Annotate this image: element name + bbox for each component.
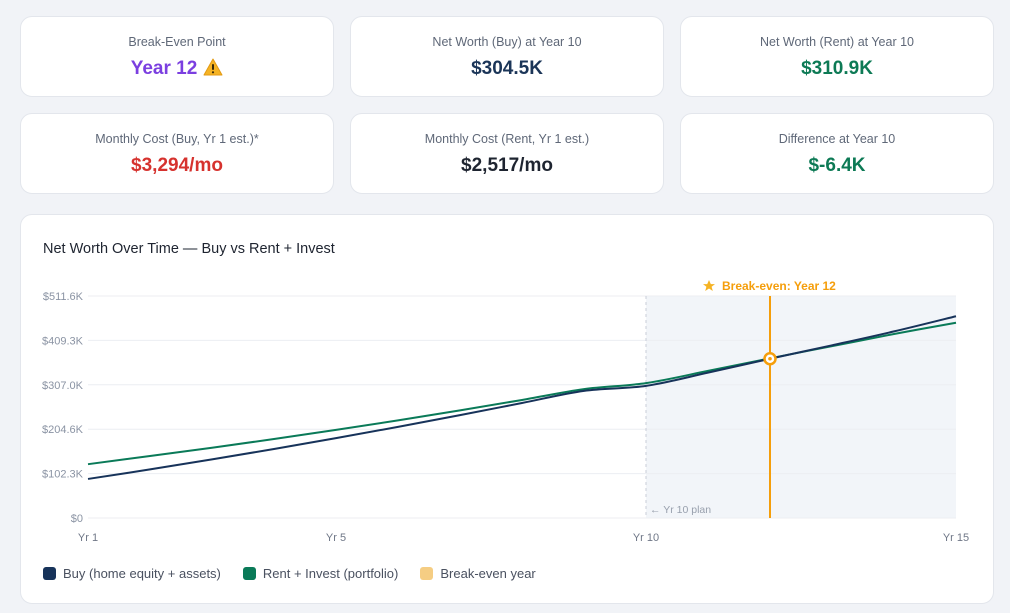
legend-label: Buy (home equity + assets): [63, 566, 221, 581]
chart-title: Net Worth Over Time — Buy vs Rent + Inve…: [43, 241, 335, 257]
stat-label: Net Worth (Buy) at Year 10: [432, 35, 582, 49]
stat-card-monthly-cost-buy: Monthly Cost (Buy, Yr 1 est.)* $3,294/mo: [20, 113, 334, 194]
break-even-point-core: [768, 356, 772, 361]
y-tick-label: $511.6K: [43, 291, 84, 303]
y-tick-label: $307.0K: [42, 380, 84, 392]
stat-card-difference: Difference at Year 10 $-6.4K: [680, 113, 994, 194]
net-worth-chart: $0 $102.3K $204.6K $307.0K $409.3K $511.6K Yr …: [42, 279, 969, 544]
stat-card-break-even: Break-Even Point Year 12: [20, 16, 334, 97]
warning-icon: [203, 58, 223, 82]
plan-marker-label: ← Yr 10 plan: [650, 504, 711, 516]
stat-value: $304.5K: [471, 58, 543, 79]
x-tick-label: Yr 1: [78, 532, 98, 544]
legend-swatch-rent: [242, 567, 256, 580]
chart-card: Net Worth Over Time — Buy vs Rent + Inve…: [20, 214, 994, 604]
break-even-value: Year 12: [130, 58, 198, 79]
break-even-label-group: Break-even: Year 12: [703, 279, 836, 293]
stat-value: $3,294/mo: [131, 155, 223, 176]
stat-value: $310.9K: [801, 58, 873, 79]
y-tick-label: $204.6K: [42, 424, 84, 436]
legend-item-buy[interactable]: Buy (home equity + assets): [43, 566, 221, 581]
legend-label: Rent + Invest (portfolio): [262, 566, 399, 581]
break-even-label: Break-even: Year 12: [722, 279, 836, 293]
legend-item-rent[interactable]: Rent + Invest (portfolio): [242, 566, 399, 581]
stat-value: $2,517/mo: [461, 155, 553, 176]
y-tick-label: $0: [71, 513, 83, 525]
plan-region-shade: [646, 296, 956, 518]
chart-legend: Buy (home equity + assets) Rent + Invest…: [43, 566, 558, 581]
stat-card-monthly-cost-rent: Monthly Cost (Rent, Yr 1 est.) $2,517/mo: [350, 113, 664, 194]
stat-label: Monthly Cost (Buy, Yr 1 est.)*: [95, 132, 259, 146]
stat-label: Break-Even Point: [128, 35, 226, 49]
legend-swatch-buy: [43, 567, 56, 580]
series-line-buy: [87, 315, 957, 480]
stat-label: Net Worth (Rent) at Year 10: [759, 35, 915, 49]
star-icon: [703, 280, 715, 291]
stat-label: Monthly Cost (Rent, Yr 1 est.): [424, 132, 590, 146]
x-tick-label: Yr 15: [943, 532, 969, 544]
y-tick-label: $409.3K: [42, 335, 84, 347]
stat-value: $-6.4K: [808, 155, 866, 176]
legend-item-break-even[interactable]: Break-even year: [420, 566, 536, 581]
legend-swatch-break-even: [420, 567, 434, 580]
stat-label: Difference at Year 10: [778, 132, 896, 146]
stat-card-net-worth-buy: Net Worth (Buy) at Year 10 $304.5K: [350, 16, 664, 97]
stat-value: Year 12: [21, 58, 333, 82]
legend-label: Break-even year: [440, 566, 536, 581]
x-tick-label: Yr 10: [633, 532, 659, 544]
y-tick-label: $102.3K: [42, 469, 84, 481]
stat-card-net-worth-rent: Net Worth (Rent) at Year 10 $310.9K: [680, 16, 994, 97]
x-tick-label: Yr 5: [326, 532, 346, 544]
